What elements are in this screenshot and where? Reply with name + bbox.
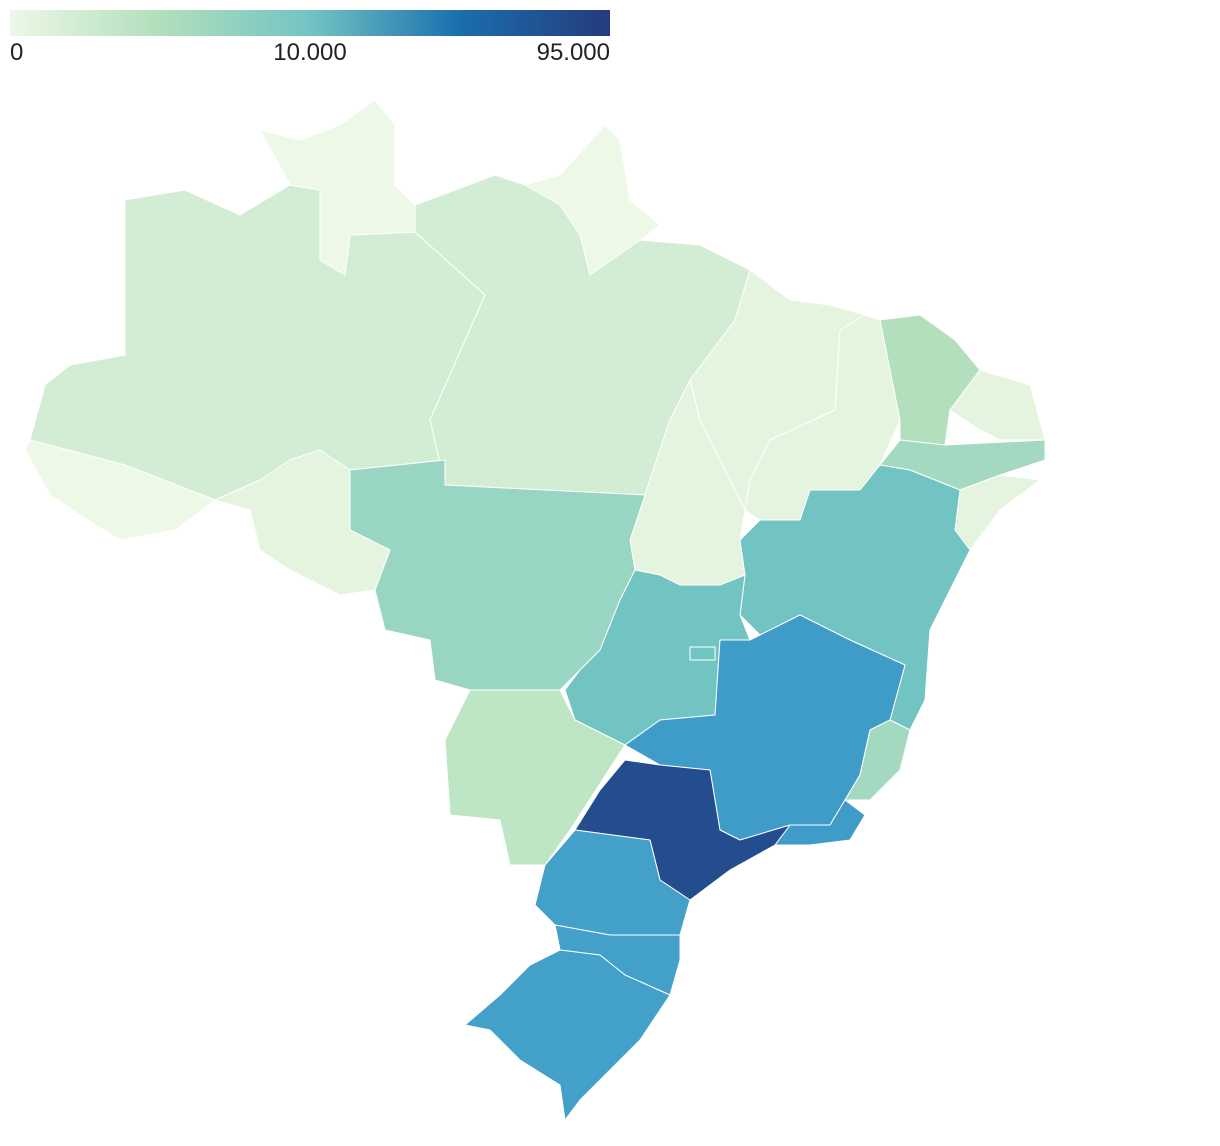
state — [689, 646, 716, 661]
state — [464, 949, 671, 1121]
state — [214, 449, 391, 596]
legend-tick-label: 10.000 — [273, 39, 346, 66]
color-ramp — [10, 10, 610, 36]
state — [24, 439, 216, 541]
legend-tick-label: 0 — [10, 39, 23, 66]
states — [24, 99, 1046, 1121]
state — [774, 799, 866, 846]
legend-tick-label: 95.000 — [537, 39, 610, 66]
legend: 0 10.000 95.000 — [10, 10, 610, 66]
state — [949, 369, 1046, 441]
state — [844, 719, 911, 801]
state — [444, 689, 626, 866]
